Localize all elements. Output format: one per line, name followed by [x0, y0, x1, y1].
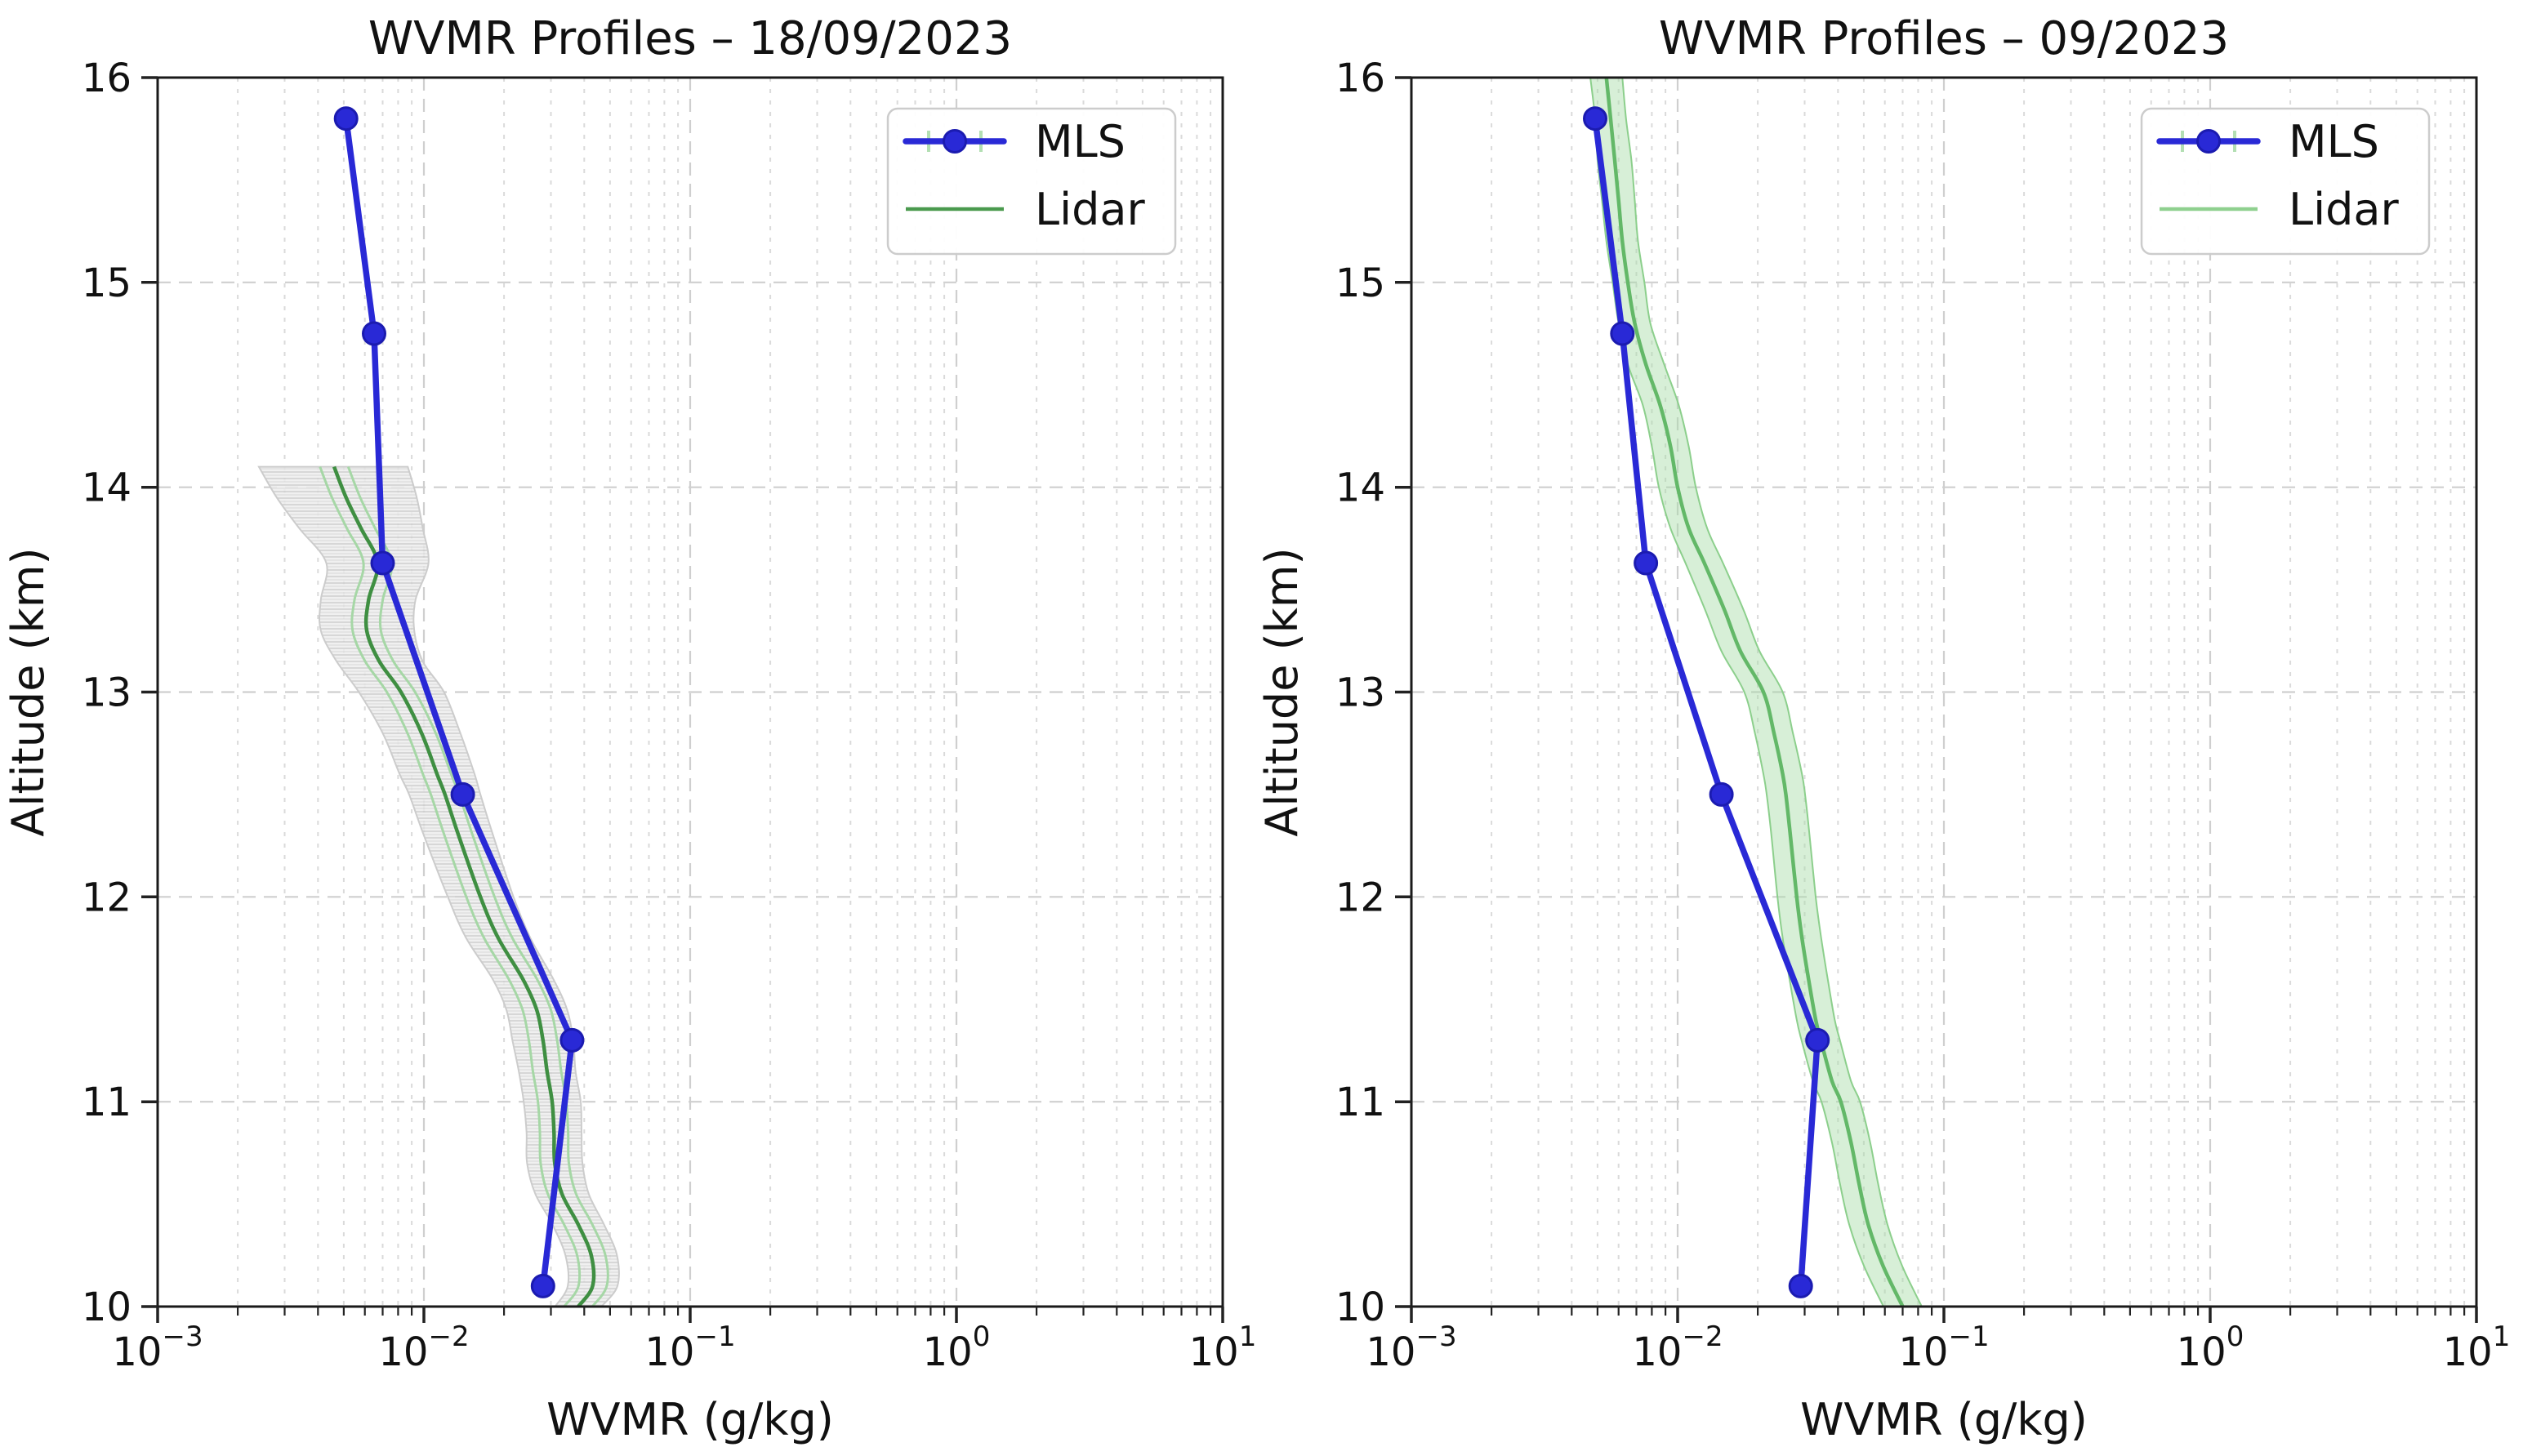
x-tick-label: 10−3: [1366, 1320, 1456, 1375]
legend-label: Lidar: [2289, 184, 2399, 235]
x-axis-label: WVMR (g/kg): [1800, 1394, 2088, 1445]
x-tick-label: 101: [1189, 1320, 1257, 1375]
lidar-line: [1604, 78, 1905, 1307]
legend-label: Lidar: [1035, 184, 1145, 235]
legend-label: MLS: [2289, 116, 2379, 167]
mls-marker: [1634, 550, 1659, 576]
lidar-layer: [1589, 78, 1923, 1307]
x-tick-label: 10−1: [1898, 1320, 1989, 1375]
y-axis-label: Altitude (km): [1256, 547, 1308, 836]
legend-label: MLS: [1035, 116, 1126, 167]
y-tick-label: 11: [82, 1080, 131, 1125]
mls-line: [1592, 115, 1821, 1289]
y-tick-label: 13: [82, 670, 131, 716]
y-tick-label: 15: [82, 260, 131, 306]
x-tick-label: 100: [2177, 1320, 2244, 1375]
mls-marker: [450, 781, 475, 807]
x-tick-label: 100: [923, 1320, 991, 1375]
lidar-line: [332, 465, 596, 1307]
chart-title: WVMR Profiles – 18/09/2023: [368, 12, 1012, 65]
y-tick-label: 15: [1335, 260, 1385, 306]
lidar-uncertainty-band: [257, 465, 620, 1307]
lidar-inner-band-lower: [319, 466, 582, 1307]
legend-mls-marker: [943, 129, 967, 154]
mls-marker: [362, 321, 386, 346]
mls-marker: [370, 550, 395, 576]
y-tick-label: 10: [82, 1285, 131, 1330]
lidar-uncertainty-band: [1589, 78, 1923, 1307]
mls-marker: [333, 106, 359, 131]
y-tick-label: 16: [1335, 56, 1385, 101]
y-tick-label: 13: [1335, 670, 1385, 716]
x-tick-label: 10−2: [1632, 1320, 1723, 1375]
mls-marker: [1583, 106, 1607, 131]
legend-mls-marker: [2196, 129, 2221, 154]
mls-marker: [1709, 781, 1734, 807]
legend: MLS Lidar: [886, 107, 1177, 256]
mls-marker: [1788, 1273, 1813, 1298]
y-tick-label: 14: [1335, 465, 1385, 511]
chart-title: WVMR Profiles – 09/2023: [1659, 12, 2229, 65]
y-tick-label: 14: [82, 465, 131, 511]
chart-panel-right: 10−3 10−2 10−1 100 101 10 11 12 13 14 15 16 WVMR Pro…: [1256, 12, 2510, 1445]
lidar-inner-band-upper: [346, 466, 609, 1307]
y-axis-label: Altitude (km): [2, 547, 54, 836]
x-tick-label: 10−2: [378, 1320, 469, 1375]
mls-line: [342, 115, 576, 1289]
x-tick-label: 10−1: [644, 1320, 735, 1375]
mls-marker: [559, 1027, 585, 1053]
mls-marker: [530, 1273, 555, 1298]
mls-marker: [1610, 321, 1635, 346]
y-tick-label: 10: [1335, 1285, 1385, 1330]
x-axis-label: WVMR (g/kg): [546, 1394, 834, 1445]
x-tick-label: 101: [2443, 1320, 2511, 1375]
y-tick-label: 16: [82, 56, 131, 101]
y-tick-label: 12: [1335, 875, 1385, 920]
legend: MLS Lidar: [2140, 107, 2431, 256]
y-tick-label: 12: [82, 875, 131, 920]
y-tick-label: 11: [1335, 1080, 1385, 1125]
mls-marker: [1805, 1027, 1830, 1053]
lidar-layer: [257, 465, 620, 1307]
